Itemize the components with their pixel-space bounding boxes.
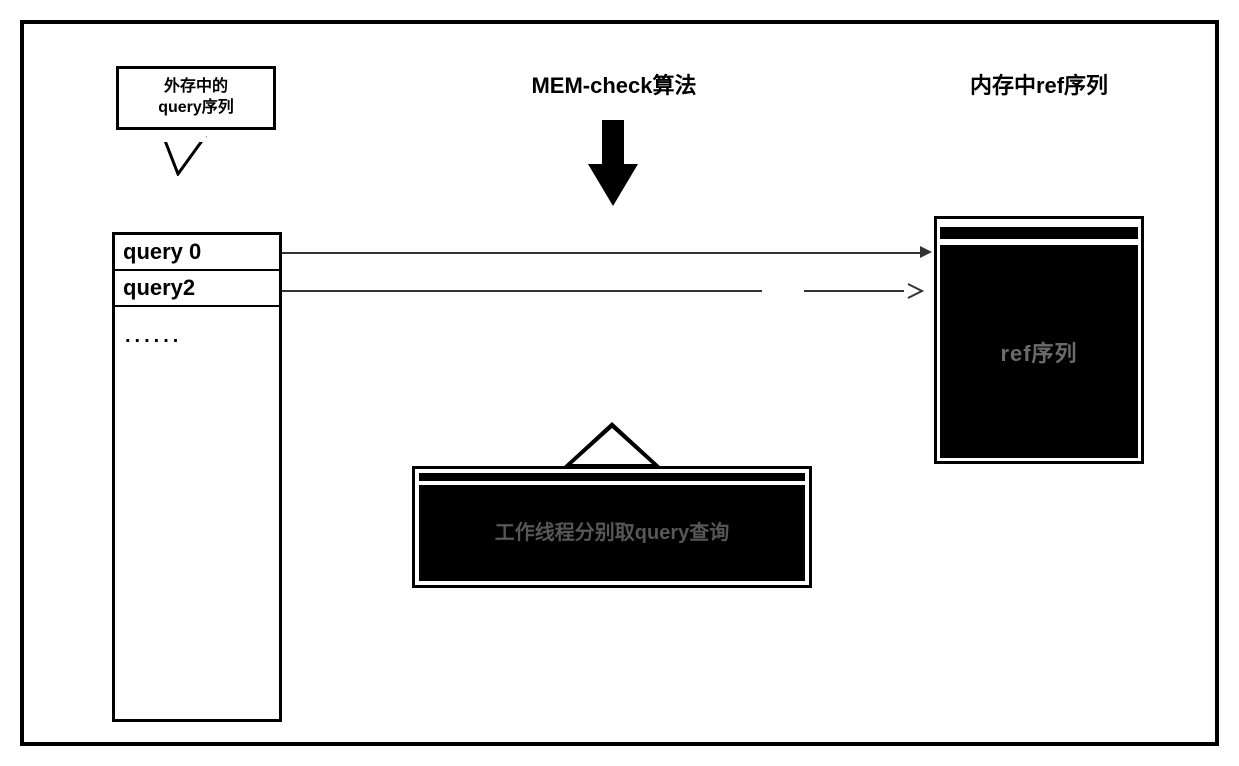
arrow-head-open-icon: [906, 282, 926, 300]
queries-callout-tail: [154, 136, 214, 176]
query-cell: query 0: [115, 235, 279, 271]
ref-title: 内存中ref序列: [914, 68, 1164, 100]
bottom-callout-box: 工作线程分别取query查询: [412, 466, 812, 588]
queries-callout-box: 外存中的 query序列: [116, 66, 276, 130]
queries-box: query 0 query2 ......: [112, 232, 282, 722]
down-arrow-icon: [588, 120, 638, 210]
bottom-callout-band: [419, 473, 805, 481]
queries-ellipsis: ......: [115, 307, 279, 366]
outer-frame: 外存中的 query序列 query 0 query2 ...... MEM-c…: [20, 20, 1219, 746]
bottom-callout-text: 工作线程分别取query查询: [495, 520, 729, 546]
bottom-callout-body: 工作线程分别取query查询: [419, 485, 805, 581]
queries-callout-line1: 外存中的: [133, 77, 259, 98]
arrow-query0-to-ref: [282, 252, 922, 254]
ref-box: ref序列: [934, 216, 1144, 464]
arrow-query2-to-ref-seg2: [804, 290, 904, 292]
up-chevron-icon: [562, 422, 662, 468]
ref-top-band: [940, 227, 1138, 239]
bottom-callout: 工作线程分别取query查询: [412, 422, 812, 588]
arrow-head-icon: [920, 246, 932, 258]
arrow-query2-to-ref-seg1: [282, 290, 762, 292]
queries-callout-line2: query序列: [133, 98, 259, 119]
mem-check-title: MEM-check算法: [494, 68, 734, 100]
query-cell: query2: [115, 271, 279, 307]
ref-body: ref序列: [940, 245, 1138, 458]
ref-inner-label: ref序列: [1000, 336, 1077, 368]
